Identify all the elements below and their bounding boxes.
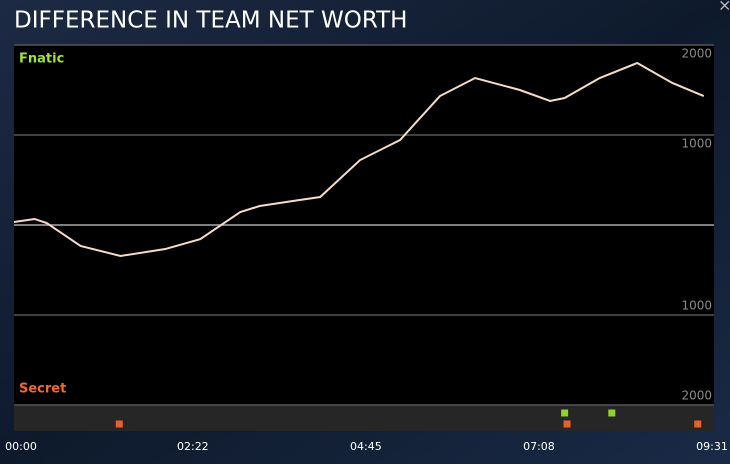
team-label: Fnatic (19, 52, 64, 67)
y-tick-label: 1000 (681, 137, 712, 151)
event-marker (563, 420, 571, 428)
x-tick-label: 07:08 (523, 440, 555, 453)
team-label: Secret (19, 382, 66, 397)
x-tick-label: 04:45 (350, 440, 382, 453)
x-tick-label: 09:31 (696, 440, 728, 453)
event-marker (561, 409, 569, 417)
y-tick-label: 2000 (681, 389, 712, 403)
chart-title: DIFFERENCE IN TEAM NET WORTH (14, 8, 407, 34)
event-marker (115, 420, 123, 428)
event-marker (694, 420, 702, 428)
close-button[interactable]: × (718, 0, 730, 15)
event-marker (608, 409, 616, 417)
x-tick-label: 00:00 (5, 440, 37, 453)
y-tick-label: 2000 (681, 47, 712, 61)
y-tick-label: 1000 (681, 299, 712, 313)
event-strip (14, 405, 714, 431)
line (13, 61, 705, 257)
x-tick-label: 02:22 (177, 440, 209, 453)
